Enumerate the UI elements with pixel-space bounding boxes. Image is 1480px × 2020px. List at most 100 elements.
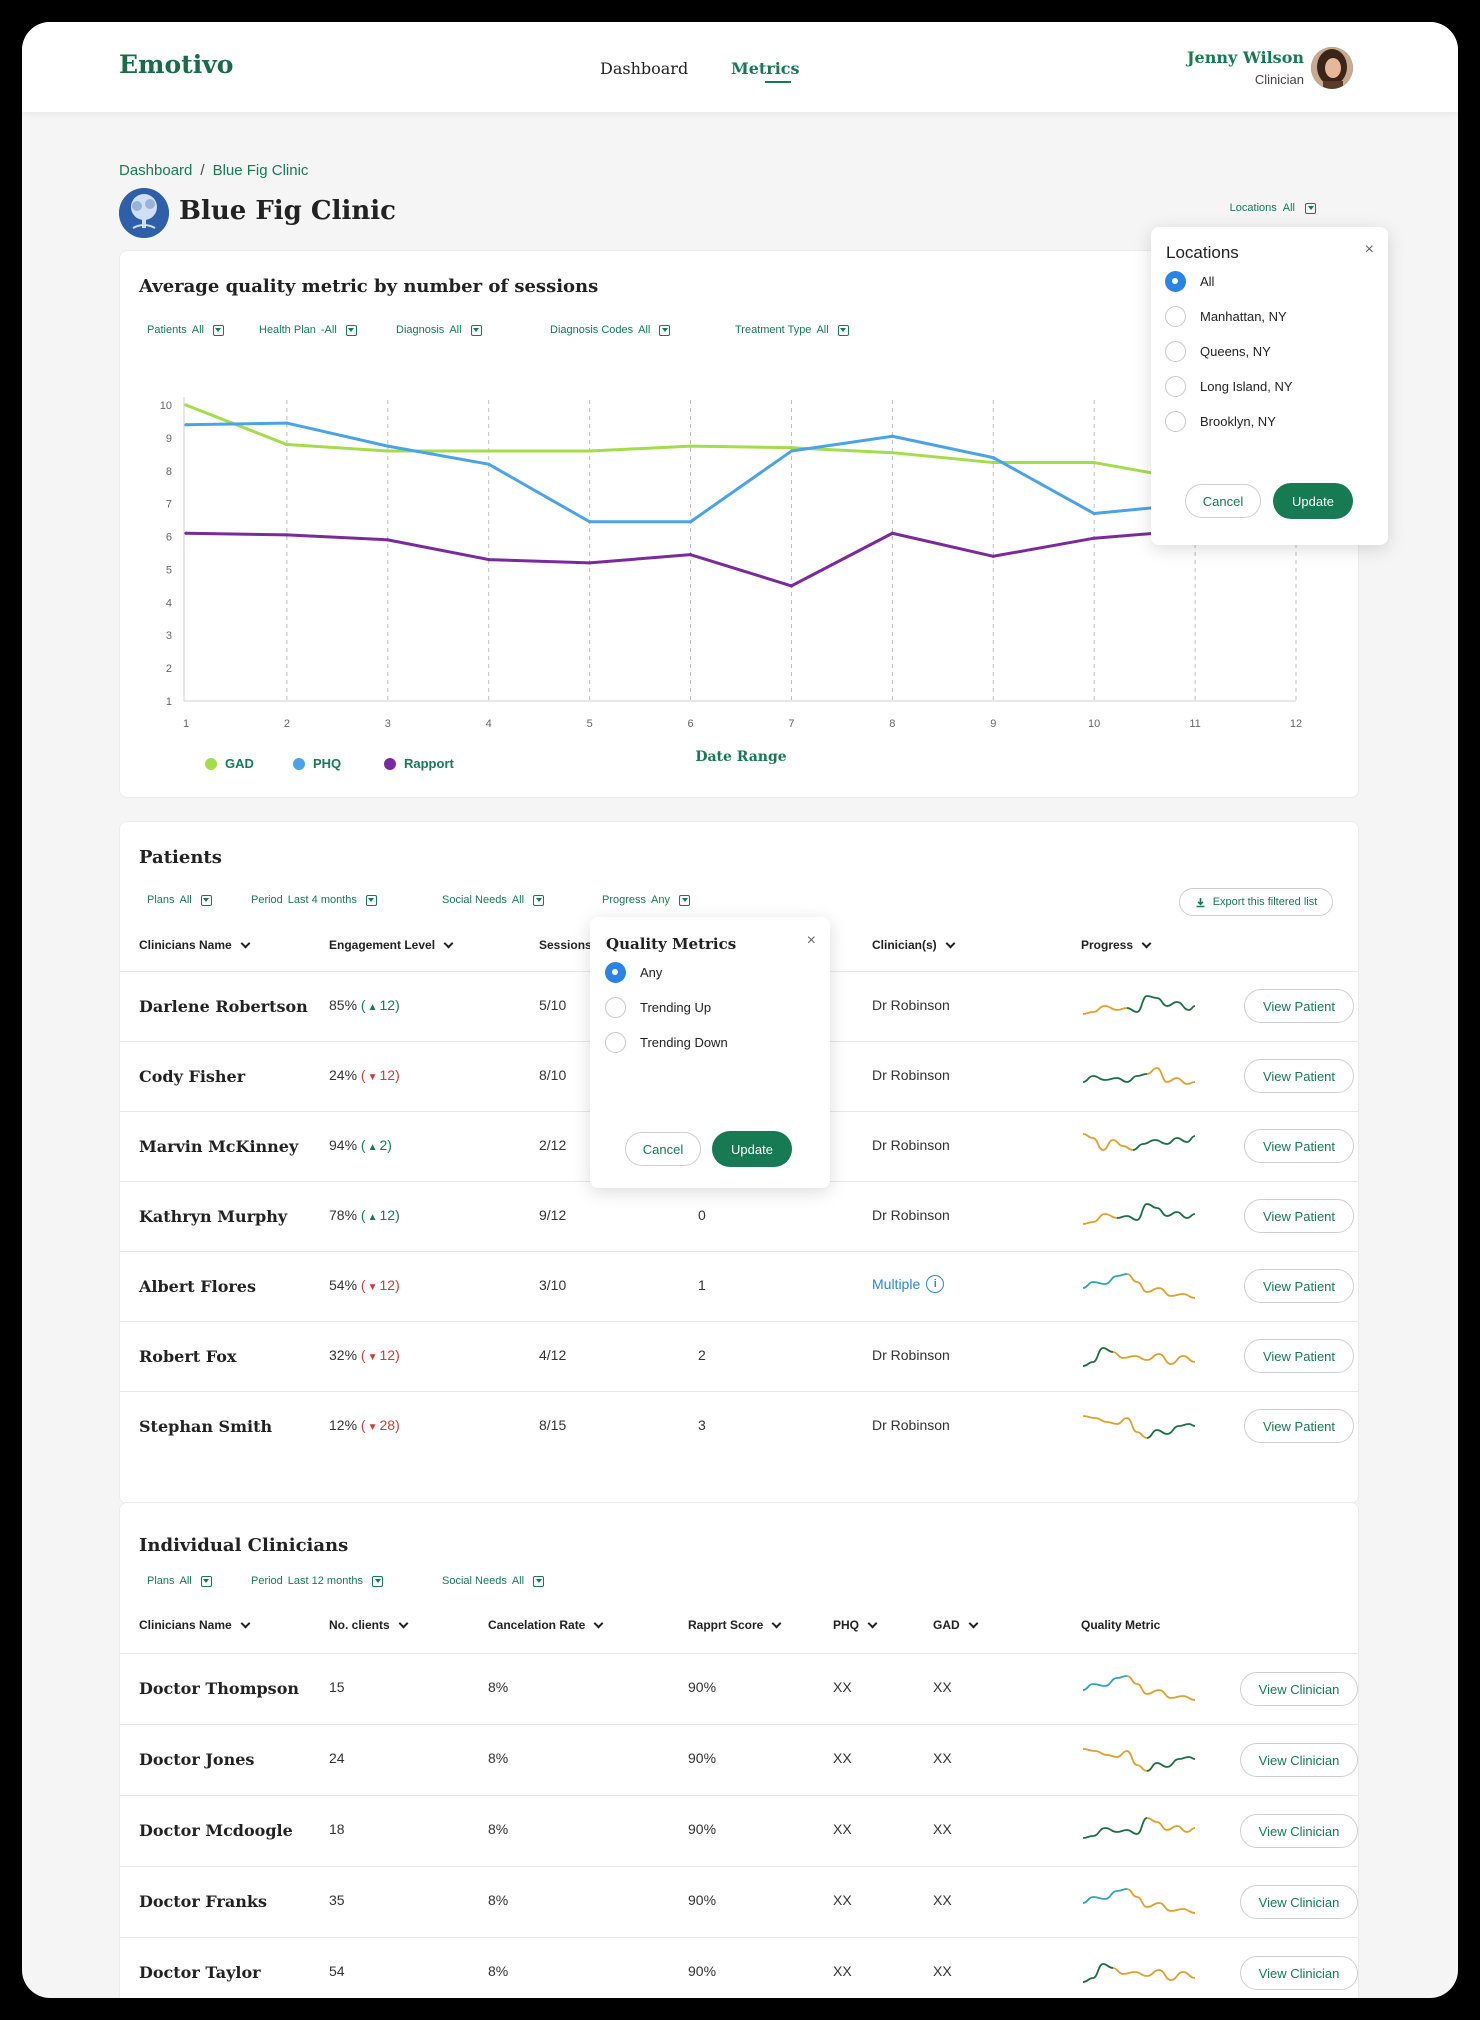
filter-plans[interactable]: Plans All: [147, 894, 212, 906]
filter-patients[interactable]: Patients All: [147, 324, 224, 336]
filter-value: Last 12 months: [287, 1575, 364, 1587]
column-header-clinicians-name[interactable]: Clinicians Name: [139, 938, 251, 952]
radio-button[interactable]: [1165, 341, 1186, 362]
filter-health-plan[interactable]: Health Plan -All: [259, 324, 357, 336]
view-clinician-button[interactable]: View Clinician: [1240, 1743, 1358, 1777]
view-patient-button[interactable]: View Patient: [1244, 1059, 1354, 1093]
radio-button[interactable]: [605, 962, 626, 983]
export-button[interactable]: Export this filtered list: [1179, 888, 1333, 916]
column-header-no-clients[interactable]: No. clients: [329, 1618, 409, 1632]
table-row[interactable]: Albert Flores 54% (▼ 12) 3/10 1 Multiple i View…: [120, 1251, 1358, 1321]
patient-name[interactable]: Kathryn Murphy: [139, 1207, 288, 1226]
table-row[interactable]: Kathryn Murphy 78% (▲ 12) 9/12 0 Dr Robinson V…: [120, 1181, 1358, 1251]
gad-value: XX: [933, 1892, 952, 1908]
legend-item-phq[interactable]: PHQ: [293, 756, 341, 771]
option-label: Trending Down: [640, 1035, 728, 1050]
quality-option[interactable]: Any: [605, 962, 662, 983]
locations-filter[interactable]: Locations All: [1230, 202, 1316, 214]
location-option[interactable]: Queens, NY: [1165, 341, 1271, 362]
breadcrumb-home[interactable]: Dashboard: [119, 162, 193, 179]
avatar[interactable]: [1311, 47, 1353, 89]
filter-plans[interactable]: Plans All: [147, 1575, 212, 1587]
radio-button[interactable]: [1165, 306, 1186, 327]
brand-logo[interactable]: Emotivo: [119, 50, 234, 79]
patient-name[interactable]: Stephan Smith: [139, 1417, 273, 1436]
quality-option[interactable]: Trending Up: [605, 997, 711, 1018]
table-row[interactable]: Robert Fox 32% (▼ 12) 4/12 2 Dr Robinson View …: [120, 1321, 1358, 1391]
clinician-name[interactable]: Doctor Mcdoogle: [139, 1821, 293, 1840]
column-header-rapprt-score[interactable]: Rapprt Score: [688, 1618, 782, 1632]
close-icon[interactable]: ×: [1364, 241, 1374, 258]
table-row[interactable]: Doctor Mcdoogle 18 8% 90% XX XX View Clinician: [120, 1795, 1358, 1866]
filter-diagnosis-codes[interactable]: Diagnosis Codes All: [550, 324, 671, 336]
view-clinician-button[interactable]: View Clinician: [1240, 1885, 1358, 1919]
radio-button[interactable]: [605, 1032, 626, 1053]
clinician-name[interactable]: Doctor Jones: [139, 1750, 255, 1769]
info-icon[interactable]: i: [926, 1275, 945, 1293]
table-row[interactable]: Stephan Smith 12% (▼ 28) 8/15 3 Dr Robinson Vi…: [120, 1391, 1358, 1461]
table-row[interactable]: Doctor Franks 35 8% 90% XX XX View Clinician: [120, 1866, 1358, 1937]
filter-social-needs[interactable]: Social Needs All: [442, 894, 545, 906]
filter-progress[interactable]: Progress Any: [602, 894, 690, 906]
cancel-button[interactable]: Cancel: [1185, 484, 1261, 518]
data-point-rapport: [991, 554, 995, 558]
column-header-quality-metric[interactable]: Quality Metric: [1081, 1618, 1160, 1632]
quality-option[interactable]: Trending Down: [605, 1032, 728, 1053]
patient-name[interactable]: Cody Fisher: [139, 1067, 246, 1086]
clinician-name[interactable]: Doctor Franks: [139, 1892, 267, 1911]
legend-item-rapport[interactable]: Rapport: [384, 756, 454, 771]
view-patient-button[interactable]: View Patient: [1244, 1339, 1354, 1373]
column-header-sessions[interactable]: Sessions: [539, 938, 592, 952]
radio-button[interactable]: [1165, 271, 1186, 292]
table-row[interactable]: Doctor Taylor 54 8% 90% XX XX View Clinician: [120, 1937, 1358, 1998]
close-icon[interactable]: ×: [806, 932, 816, 949]
legend-item-gad[interactable]: GAD: [205, 756, 254, 771]
radio-button[interactable]: [1165, 411, 1186, 432]
view-patient-button[interactable]: View Patient: [1244, 1199, 1354, 1233]
patient-name[interactable]: Marvin McKinney: [139, 1137, 299, 1156]
filter-period[interactable]: Period Last 12 months: [251, 1575, 384, 1587]
download-icon: [1196, 897, 1205, 907]
update-button[interactable]: Update: [1273, 483, 1353, 519]
column-header-clinicians-name[interactable]: Clinicians Name: [139, 1618, 251, 1632]
clinician-multiple[interactable]: Multiple i: [872, 1275, 945, 1293]
location-option[interactable]: Brooklyn, NY: [1165, 411, 1276, 432]
filter-treatment-type[interactable]: Treatment Type All: [735, 324, 849, 336]
view-patient-button[interactable]: View Patient: [1244, 989, 1354, 1023]
column-header-gad[interactable]: GAD: [933, 1618, 979, 1632]
update-button[interactable]: Update: [712, 1131, 792, 1167]
filter-diagnosis[interactable]: Diagnosis All: [396, 324, 482, 336]
location-option[interactable]: All: [1165, 271, 1214, 292]
column-header-cancelation-rate[interactable]: Cancelation Rate: [488, 1618, 604, 1632]
view-patient-button[interactable]: View Patient: [1244, 1269, 1354, 1303]
location-option[interactable]: Manhattan, NY: [1165, 306, 1287, 327]
table-row[interactable]: Doctor Thompson 15 8% 90% XX XX View Clinician: [120, 1653, 1358, 1724]
radio-button[interactable]: [605, 997, 626, 1018]
patient-name[interactable]: Darlene Robertson: [139, 997, 308, 1016]
table-row[interactable]: Doctor Jones 24 8% 90% XX XX View Clinician: [120, 1724, 1358, 1795]
clinician-name[interactable]: Doctor Taylor: [139, 1963, 261, 1982]
dropdown-icon: [200, 894, 212, 906]
filter-social-needs[interactable]: Social Needs All: [442, 1575, 545, 1587]
nav-metrics[interactable]: Metrics: [731, 59, 800, 78]
patient-name[interactable]: Albert Flores: [139, 1277, 256, 1296]
cancel-button[interactable]: Cancel: [625, 1132, 701, 1166]
view-patient-button[interactable]: View Patient: [1244, 1409, 1354, 1443]
column-header-progress[interactable]: Progress: [1081, 938, 1152, 952]
view-patient-button[interactable]: View Patient: [1244, 1129, 1354, 1163]
location-option[interactable]: Long Island, NY: [1165, 376, 1293, 397]
user-role: Clinician: [1254, 72, 1304, 87]
nav-dashboard[interactable]: Dashboard: [600, 59, 689, 78]
column-header-engagement-level[interactable]: Engagement Level: [329, 938, 454, 952]
view-clinician-button[interactable]: View Clinician: [1240, 1814, 1358, 1848]
radio-button[interactable]: [1165, 376, 1186, 397]
breadcrumb-current[interactable]: Blue Fig Clinic: [212, 162, 309, 179]
view-clinician-button[interactable]: View Clinician: [1240, 1956, 1358, 1990]
patient-name[interactable]: Robert Fox: [139, 1347, 237, 1366]
column-header-clinician-s-[interactable]: Clinician(s): [872, 938, 956, 952]
clinician-name[interactable]: Doctor Thompson: [139, 1679, 299, 1698]
view-clinician-button[interactable]: View Clinician: [1240, 1672, 1358, 1706]
column-header-phq[interactable]: PHQ: [833, 1618, 878, 1632]
filter-period[interactable]: Period Last 4 months: [251, 894, 377, 906]
